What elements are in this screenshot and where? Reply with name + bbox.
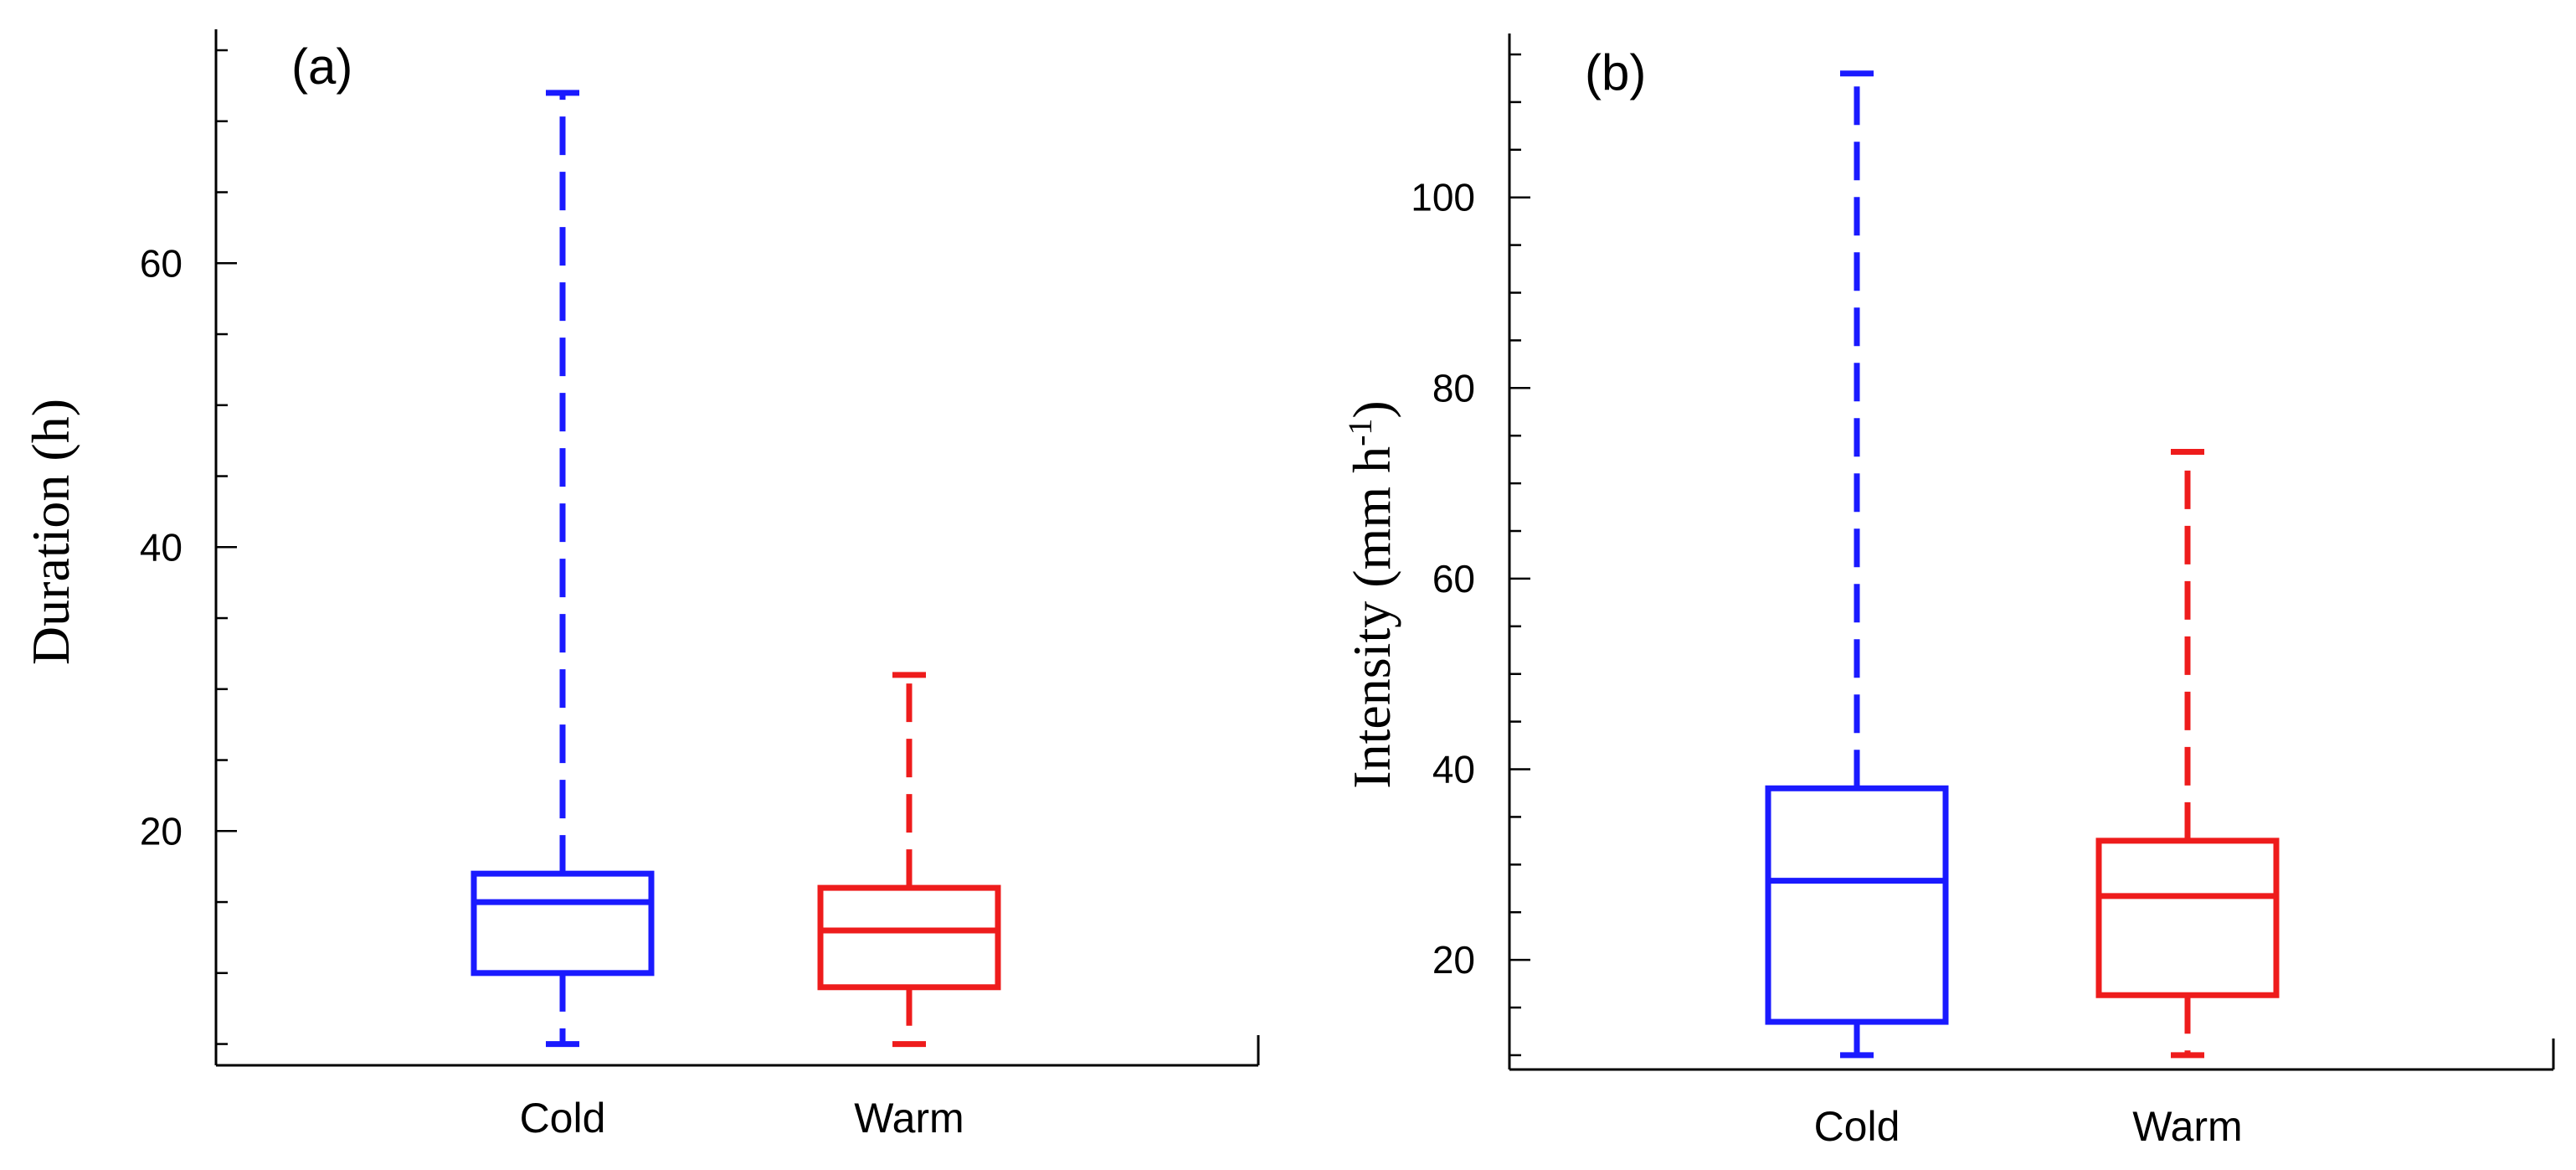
panel-a-duration: (a) Duration (h) Cold Warm 20 40 60 [21, 29, 1260, 1142]
category-label-b-cold: Cold [1814, 1103, 1900, 1150]
y-tick-label: 80 [1432, 366, 1475, 410]
cold-box [470, 870, 655, 977]
y-tick-label: 60 [140, 241, 183, 285]
category-label-b-warm: Warm [2132, 1103, 2242, 1150]
y-tick-label: 60 [1432, 557, 1475, 600]
y-tick-label: 40 [1432, 748, 1475, 791]
y-tick-label: 20 [140, 809, 183, 853]
y-axis-label-b: Intensity (mm h-1) [1341, 400, 1401, 788]
warm-box [2095, 838, 2280, 998]
y-tick-label: 100 [1411, 176, 1475, 219]
panel-label-a: (a) [291, 39, 352, 95]
category-label-a-warm: Warm [854, 1095, 964, 1142]
warm-box [817, 884, 1001, 991]
y-axis-label-a: Duration (h) [21, 399, 80, 665]
y-tick-label: 20 [1432, 938, 1475, 982]
panel-b-intensity: (b) Intensity (mm h-1) Cold Warm 20 40 60 8… [1341, 34, 2555, 1150]
category-label-a-cold: Cold [520, 1095, 606, 1142]
panel-label-b: (b) [1585, 44, 1646, 101]
y-tick-label: 40 [140, 525, 183, 569]
cold-box [1765, 785, 1949, 1025]
